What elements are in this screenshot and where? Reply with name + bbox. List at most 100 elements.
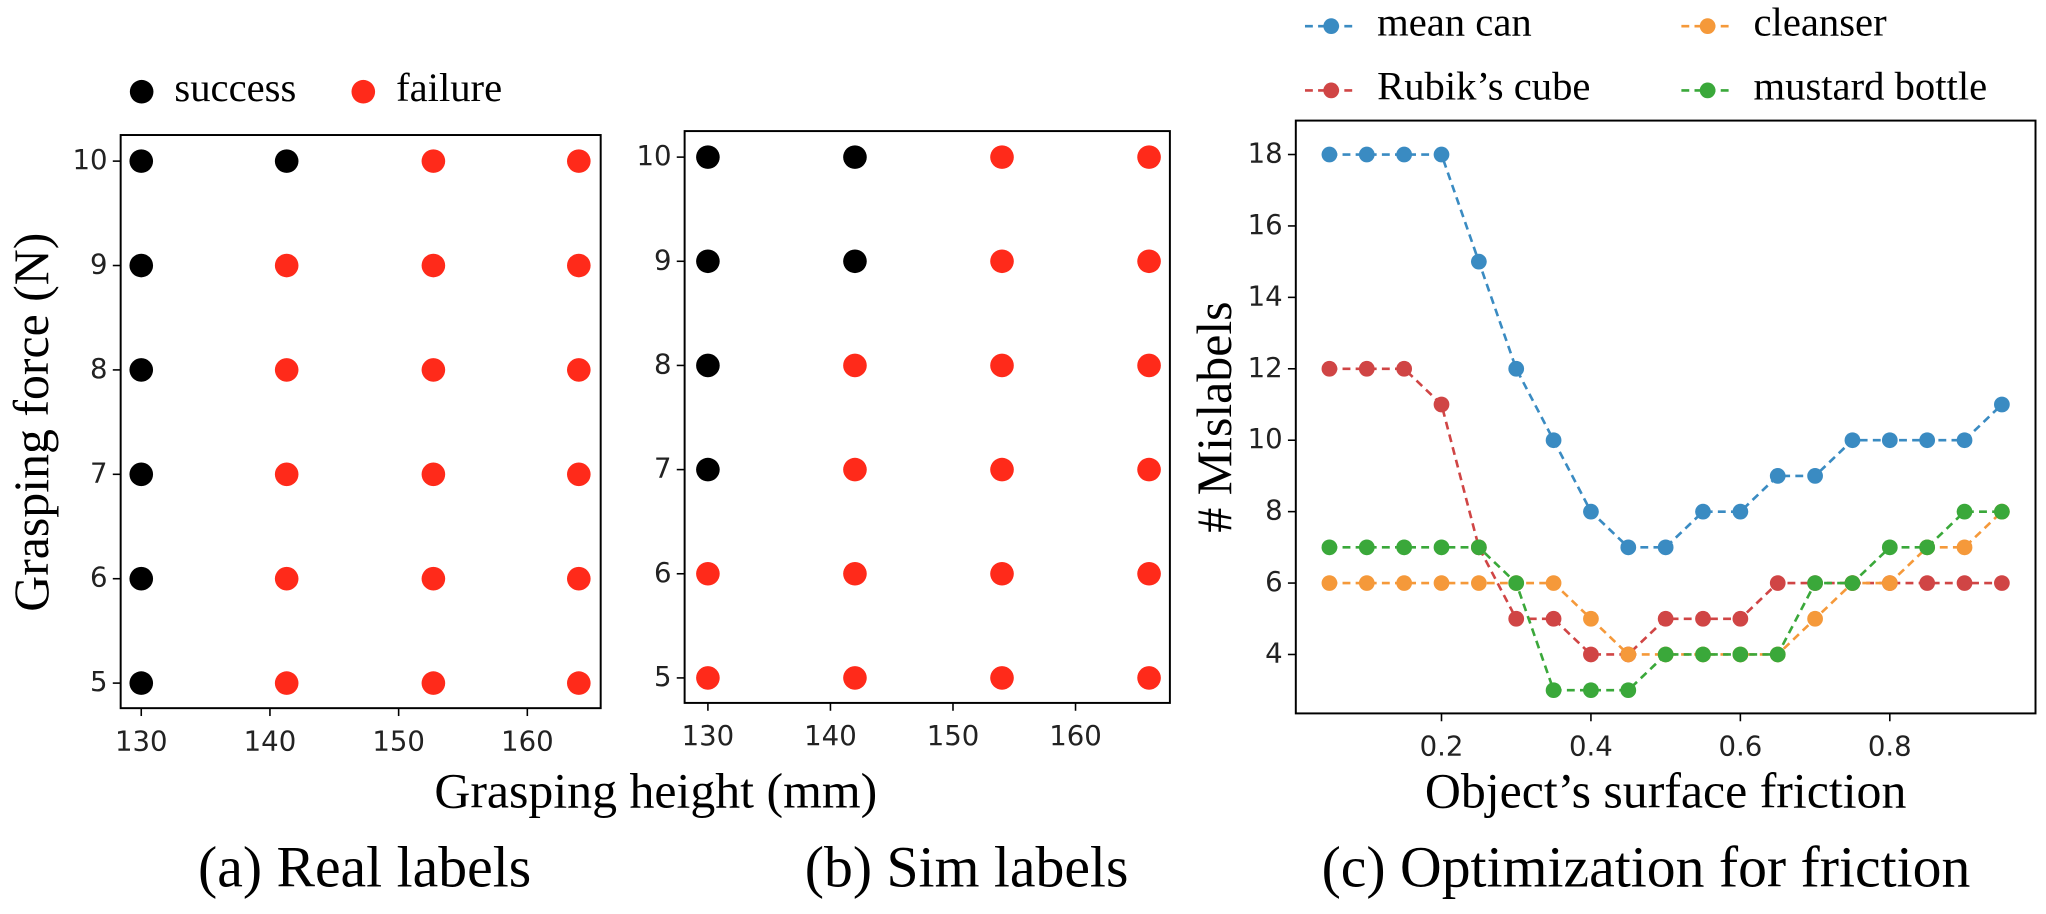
line-marker xyxy=(1807,575,1823,591)
axes-frame xyxy=(119,134,602,710)
line-marker xyxy=(1919,539,1936,556)
scatter-point xyxy=(843,457,867,482)
scatter-point xyxy=(421,358,446,382)
scatter-point xyxy=(129,149,154,173)
line-marker xyxy=(1844,432,1861,449)
line-marker xyxy=(1956,539,1973,556)
scatter-point xyxy=(696,145,720,169)
scatter-point xyxy=(1137,561,1161,586)
line-marker xyxy=(1358,360,1375,377)
line-marker xyxy=(1358,575,1375,591)
scatter-point xyxy=(274,566,299,591)
line-marker xyxy=(1919,432,1936,449)
scatter-point xyxy=(421,462,446,487)
line-marker xyxy=(1620,682,1637,699)
line-marker xyxy=(1358,146,1375,163)
line-marker xyxy=(1396,575,1413,591)
scatter-point xyxy=(274,149,299,173)
scatter-point xyxy=(274,462,299,487)
line-marker xyxy=(1396,146,1413,163)
line-marker xyxy=(1470,575,1487,591)
x-tick-label: 160 xyxy=(501,725,554,757)
line-marker xyxy=(1844,575,1861,591)
scatter-point xyxy=(567,462,591,487)
line-marker xyxy=(1994,575,2010,591)
line-marker xyxy=(1807,468,1823,484)
y-tick-label: 18 xyxy=(1248,138,1283,170)
legend-label: failure xyxy=(396,65,502,110)
scatter-point xyxy=(843,353,867,378)
line-marker xyxy=(1583,503,1599,520)
line-marker xyxy=(1620,539,1637,556)
y-tick-label: 7 xyxy=(90,457,108,489)
scatter-point xyxy=(274,671,299,695)
scatter-point xyxy=(696,561,720,586)
scatter-point xyxy=(421,566,446,591)
y-tick-label: 5 xyxy=(90,666,108,698)
line-marker xyxy=(1657,610,1674,627)
y-tick-label: 12 xyxy=(1248,352,1283,384)
scatter-point xyxy=(1137,145,1161,169)
legend-label: Rubik’s cube xyxy=(1377,64,1590,109)
y-axis-label: # Mislabels xyxy=(1187,301,1242,532)
scatter-point xyxy=(696,353,720,378)
y-tick-label: 8 xyxy=(90,353,108,385)
scatter-point xyxy=(696,249,720,274)
x-tick-label: 130 xyxy=(115,725,168,757)
line-marker xyxy=(1769,575,1786,591)
legend-marker xyxy=(1699,18,1716,35)
line-marker xyxy=(1545,610,1562,627)
scatter-point xyxy=(1137,249,1161,274)
scatter-point xyxy=(129,358,154,382)
scatter-point xyxy=(567,566,591,591)
line-marker xyxy=(1956,575,1973,591)
caption: (c) Optimization for friction xyxy=(1322,837,1971,900)
line-marker xyxy=(1994,503,2010,520)
y-tick-label: 7 xyxy=(654,453,672,485)
line-marker xyxy=(1396,360,1413,377)
scatter-point xyxy=(843,145,867,169)
line-marker xyxy=(1881,575,1898,591)
scatter-point xyxy=(421,253,446,278)
x-axis-label: Grasping height (mm) xyxy=(434,763,877,818)
line-marker xyxy=(1956,503,1973,520)
y-tick-label: 6 xyxy=(1265,566,1283,598)
y-axis-label: Grasping force (N) xyxy=(4,233,59,612)
scatter-point xyxy=(567,671,591,695)
scatter-point xyxy=(843,561,867,586)
x-tick-label: 130 xyxy=(682,720,735,752)
line-marker xyxy=(1321,575,1338,591)
axes-frame xyxy=(683,130,1171,704)
line-marker xyxy=(1881,539,1898,556)
axes-frame xyxy=(1294,119,2037,715)
scatter-point xyxy=(129,671,154,695)
line-marker xyxy=(1433,396,1450,413)
line-marker xyxy=(1358,539,1375,556)
x-tick-label: 150 xyxy=(927,720,980,752)
line-marker xyxy=(1545,575,1562,591)
legend-label: mean can xyxy=(1377,0,1532,44)
line-marker xyxy=(1695,503,1711,520)
x-tick-label: 140 xyxy=(804,720,857,752)
scatter-point xyxy=(129,253,154,278)
x-tick-label: 140 xyxy=(244,725,297,757)
scatter-point xyxy=(421,671,446,695)
caption: (b) Sim labels xyxy=(805,837,1129,900)
legend-marker xyxy=(1323,18,1340,35)
x-tick-label: 150 xyxy=(372,725,425,757)
line-marker xyxy=(1881,432,1898,449)
line-marker xyxy=(1321,146,1338,163)
line-marker xyxy=(1396,539,1413,556)
scatter-point xyxy=(567,358,591,382)
line-marker xyxy=(1470,539,1487,556)
caption: (a) Real labels xyxy=(198,837,531,900)
line-marker xyxy=(1769,468,1786,484)
y-tick-label: 9 xyxy=(90,249,108,281)
scatter-point xyxy=(1137,666,1161,690)
scatter-point xyxy=(990,561,1014,586)
scatter-point xyxy=(274,253,299,278)
x-axis-label: Object’s surface friction xyxy=(1425,763,1907,818)
scatter-point xyxy=(696,457,720,482)
x-tick-label: 0.6 xyxy=(1718,731,1762,763)
